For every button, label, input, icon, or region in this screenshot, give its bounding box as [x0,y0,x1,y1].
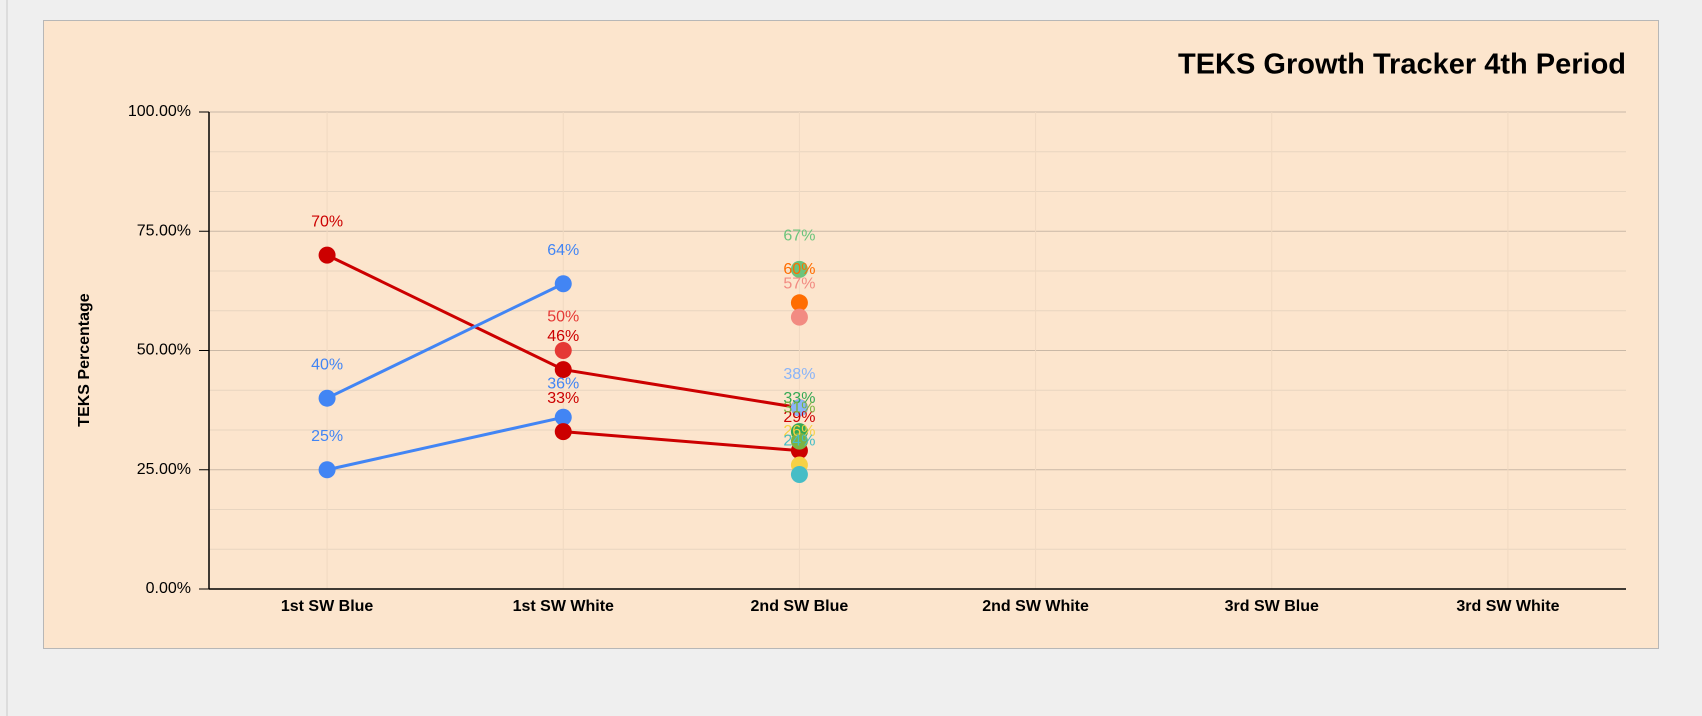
point [790,260,808,278]
data-label: 50% [547,309,579,326]
y-axis-title: TEKS Percentage [76,293,93,426]
data-label: 38% [783,366,815,383]
series-line [563,430,800,453]
series-line [326,415,564,472]
point [554,408,572,426]
point [790,432,808,450]
data-label: 29% [783,409,815,426]
data-label: 31% [783,399,815,416]
data-label: 46% [547,328,579,345]
point [790,466,808,484]
point [318,461,336,479]
point [554,361,572,379]
x-tick-label: 1st SW White [513,598,614,615]
data-label: 26% [783,423,815,440]
x-tick-label: 3rd SW Blue [1225,598,1319,615]
data-label: 67% [783,228,815,245]
y-tick-label: 0.00% [146,580,191,597]
point [790,399,808,417]
x-tick-label: 3rd SW White [1456,598,1559,615]
y-tick-label: 100.00% [128,103,191,120]
point [554,423,572,441]
point [318,389,336,407]
data-label: 70% [311,213,343,230]
chart-panel [43,20,1659,649]
y-tick-label: 75.00% [137,222,191,239]
data-label: 33% [547,390,579,407]
x-tick-label: 2nd SW White [982,598,1089,615]
data-label: 60% [783,261,815,278]
point [318,246,336,264]
x-tick-label: 1st SW Blue [281,598,374,615]
chart-title: TEKS Growth Tracker 4th Period [1178,49,1626,81]
y-tick-label: 50.00% [137,342,191,359]
data-label: 24% [783,433,815,450]
series-line [326,282,564,400]
point [554,342,572,359]
data-label: 33% [783,390,815,407]
data-label: 25% [311,428,343,445]
data-label: 36% [547,375,579,392]
x-tick-label: 2nd SW Blue [751,598,849,615]
y-tick-label: 25.00% [137,461,191,478]
data-label: 40% [311,356,343,373]
point [790,308,808,326]
data-label: 64% [547,242,579,259]
point [554,275,572,293]
point [790,294,808,312]
data-label: 57% [783,275,815,292]
